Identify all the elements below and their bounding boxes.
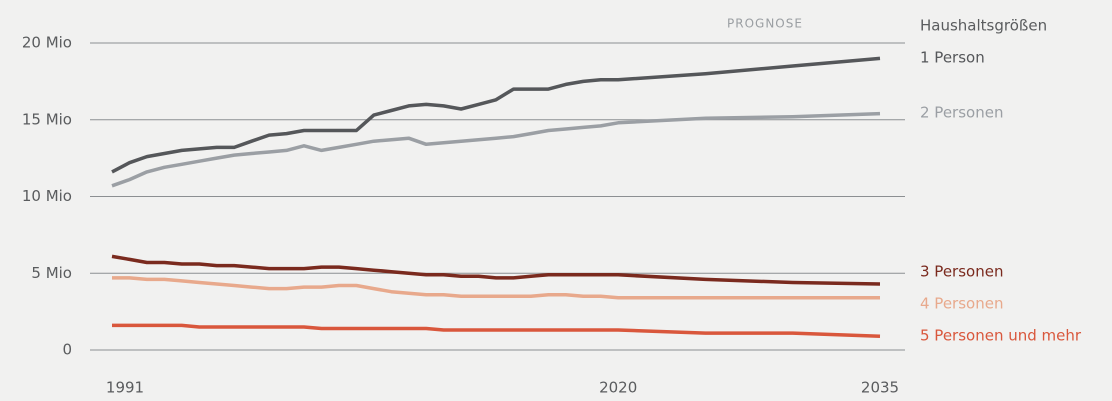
series-line bbox=[112, 276, 880, 300]
y-tick-label: 15 Mio bbox=[22, 110, 72, 128]
series-line bbox=[111, 254, 881, 286]
legend-label: 1 Person bbox=[920, 49, 985, 67]
x-tick-label: 2020 bbox=[599, 379, 637, 397]
legend-label: 2 Personen bbox=[920, 104, 1003, 122]
series-line bbox=[111, 56, 881, 174]
annotation: PROGNOSE bbox=[727, 17, 803, 31]
y-tick-label: 10 Mio bbox=[22, 187, 72, 205]
y-tick-label: 5 Mio bbox=[31, 264, 72, 282]
series-line bbox=[111, 111, 881, 188]
y-tick-label: 20 Mio bbox=[22, 34, 72, 52]
legend-label: 4 Personen bbox=[920, 295, 1003, 313]
legend-title: Haushaltsgrößen bbox=[920, 17, 1047, 35]
x-tick-label: 1991 bbox=[106, 379, 144, 397]
y-tick-label: 0 bbox=[62, 341, 72, 359]
legend-label: 5 Personen und mehr bbox=[920, 327, 1082, 345]
x-tick-label: 2035 bbox=[861, 379, 899, 397]
series-line bbox=[112, 323, 881, 338]
legend-label: 3 Personen bbox=[920, 263, 1003, 281]
